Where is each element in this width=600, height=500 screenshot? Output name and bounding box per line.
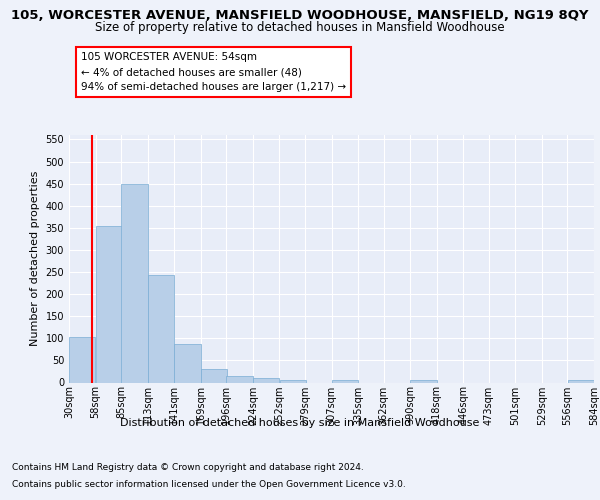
Text: Size of property relative to detached houses in Mansfield Woodhouse: Size of property relative to detached ho… — [95, 22, 505, 35]
Y-axis label: Number of detached properties: Number of detached properties — [30, 171, 40, 346]
Bar — [253, 378, 279, 382]
Bar — [410, 380, 437, 382]
Bar — [69, 337, 95, 382]
Bar — [568, 380, 594, 382]
Bar — [226, 376, 253, 382]
Bar — [121, 184, 148, 382]
Bar — [332, 380, 358, 382]
Text: Contains HM Land Registry data © Crown copyright and database right 2024.: Contains HM Land Registry data © Crown c… — [12, 464, 364, 472]
Text: 105 WORCESTER AVENUE: 54sqm
← 4% of detached houses are smaller (48)
94% of semi: 105 WORCESTER AVENUE: 54sqm ← 4% of deta… — [81, 52, 346, 92]
Bar — [201, 369, 227, 382]
Text: Contains public sector information licensed under the Open Government Licence v3: Contains public sector information licen… — [12, 480, 406, 489]
Bar — [280, 380, 306, 382]
Bar — [95, 226, 122, 382]
Bar — [175, 344, 200, 382]
Text: Distribution of detached houses by size in Mansfield Woodhouse: Distribution of detached houses by size … — [121, 418, 479, 428]
Bar — [148, 274, 174, 382]
Text: 105, WORCESTER AVENUE, MANSFIELD WOODHOUSE, MANSFIELD, NG19 8QY: 105, WORCESTER AVENUE, MANSFIELD WOODHOU… — [11, 9, 589, 22]
